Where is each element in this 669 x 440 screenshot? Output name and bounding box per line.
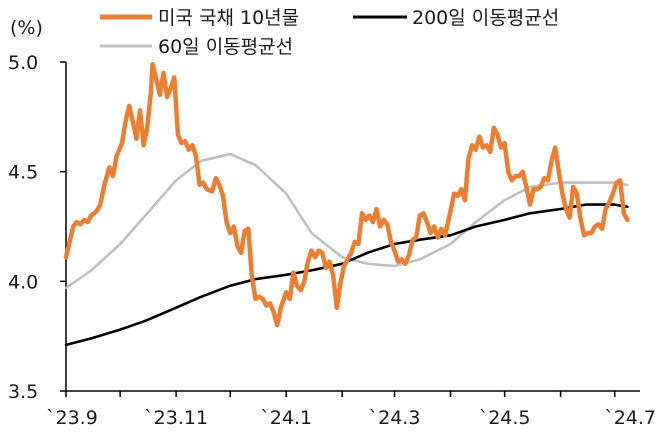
legend-label-ma60: 60일 이동평균선 xyxy=(158,36,293,58)
x-tick-label: `23.9 xyxy=(46,407,98,429)
y-axis-unit-label: (%) xyxy=(10,17,43,39)
x-tick-label: `24.5 xyxy=(479,407,531,429)
series-layer xyxy=(63,61,630,347)
series-line-ma60 xyxy=(64,152,629,290)
y-tick-label: 5.0 xyxy=(8,52,38,74)
x-axis-ticks: `23.9 `23.11 `24.1 `24.3 `24.5 `24.7 xyxy=(46,391,656,429)
series-line-treasury-10y xyxy=(63,61,630,328)
x-tick-label: `24.3 xyxy=(369,407,421,429)
legend: 미국 국채 10년물 200일 이동평균선 60일 이동평균선 xyxy=(100,7,559,58)
x-tick-label: `23.11 xyxy=(144,407,208,429)
y-tick-label: 3.5 xyxy=(8,381,38,403)
series-line-ma200 xyxy=(64,203,629,347)
legend-label-ma200: 200일 이동평균선 xyxy=(412,7,559,29)
x-tick-label: `24.7 xyxy=(604,407,656,429)
y-axis-ticks: 3.5 4.0 4.5 5.0 xyxy=(8,52,66,403)
x-tick-label: `24.1 xyxy=(260,407,312,429)
legend-label-treasury-10y: 미국 국채 10년물 xyxy=(158,7,299,29)
y-tick-label: 4.0 xyxy=(8,271,38,293)
y-tick-label: 4.5 xyxy=(8,162,38,184)
